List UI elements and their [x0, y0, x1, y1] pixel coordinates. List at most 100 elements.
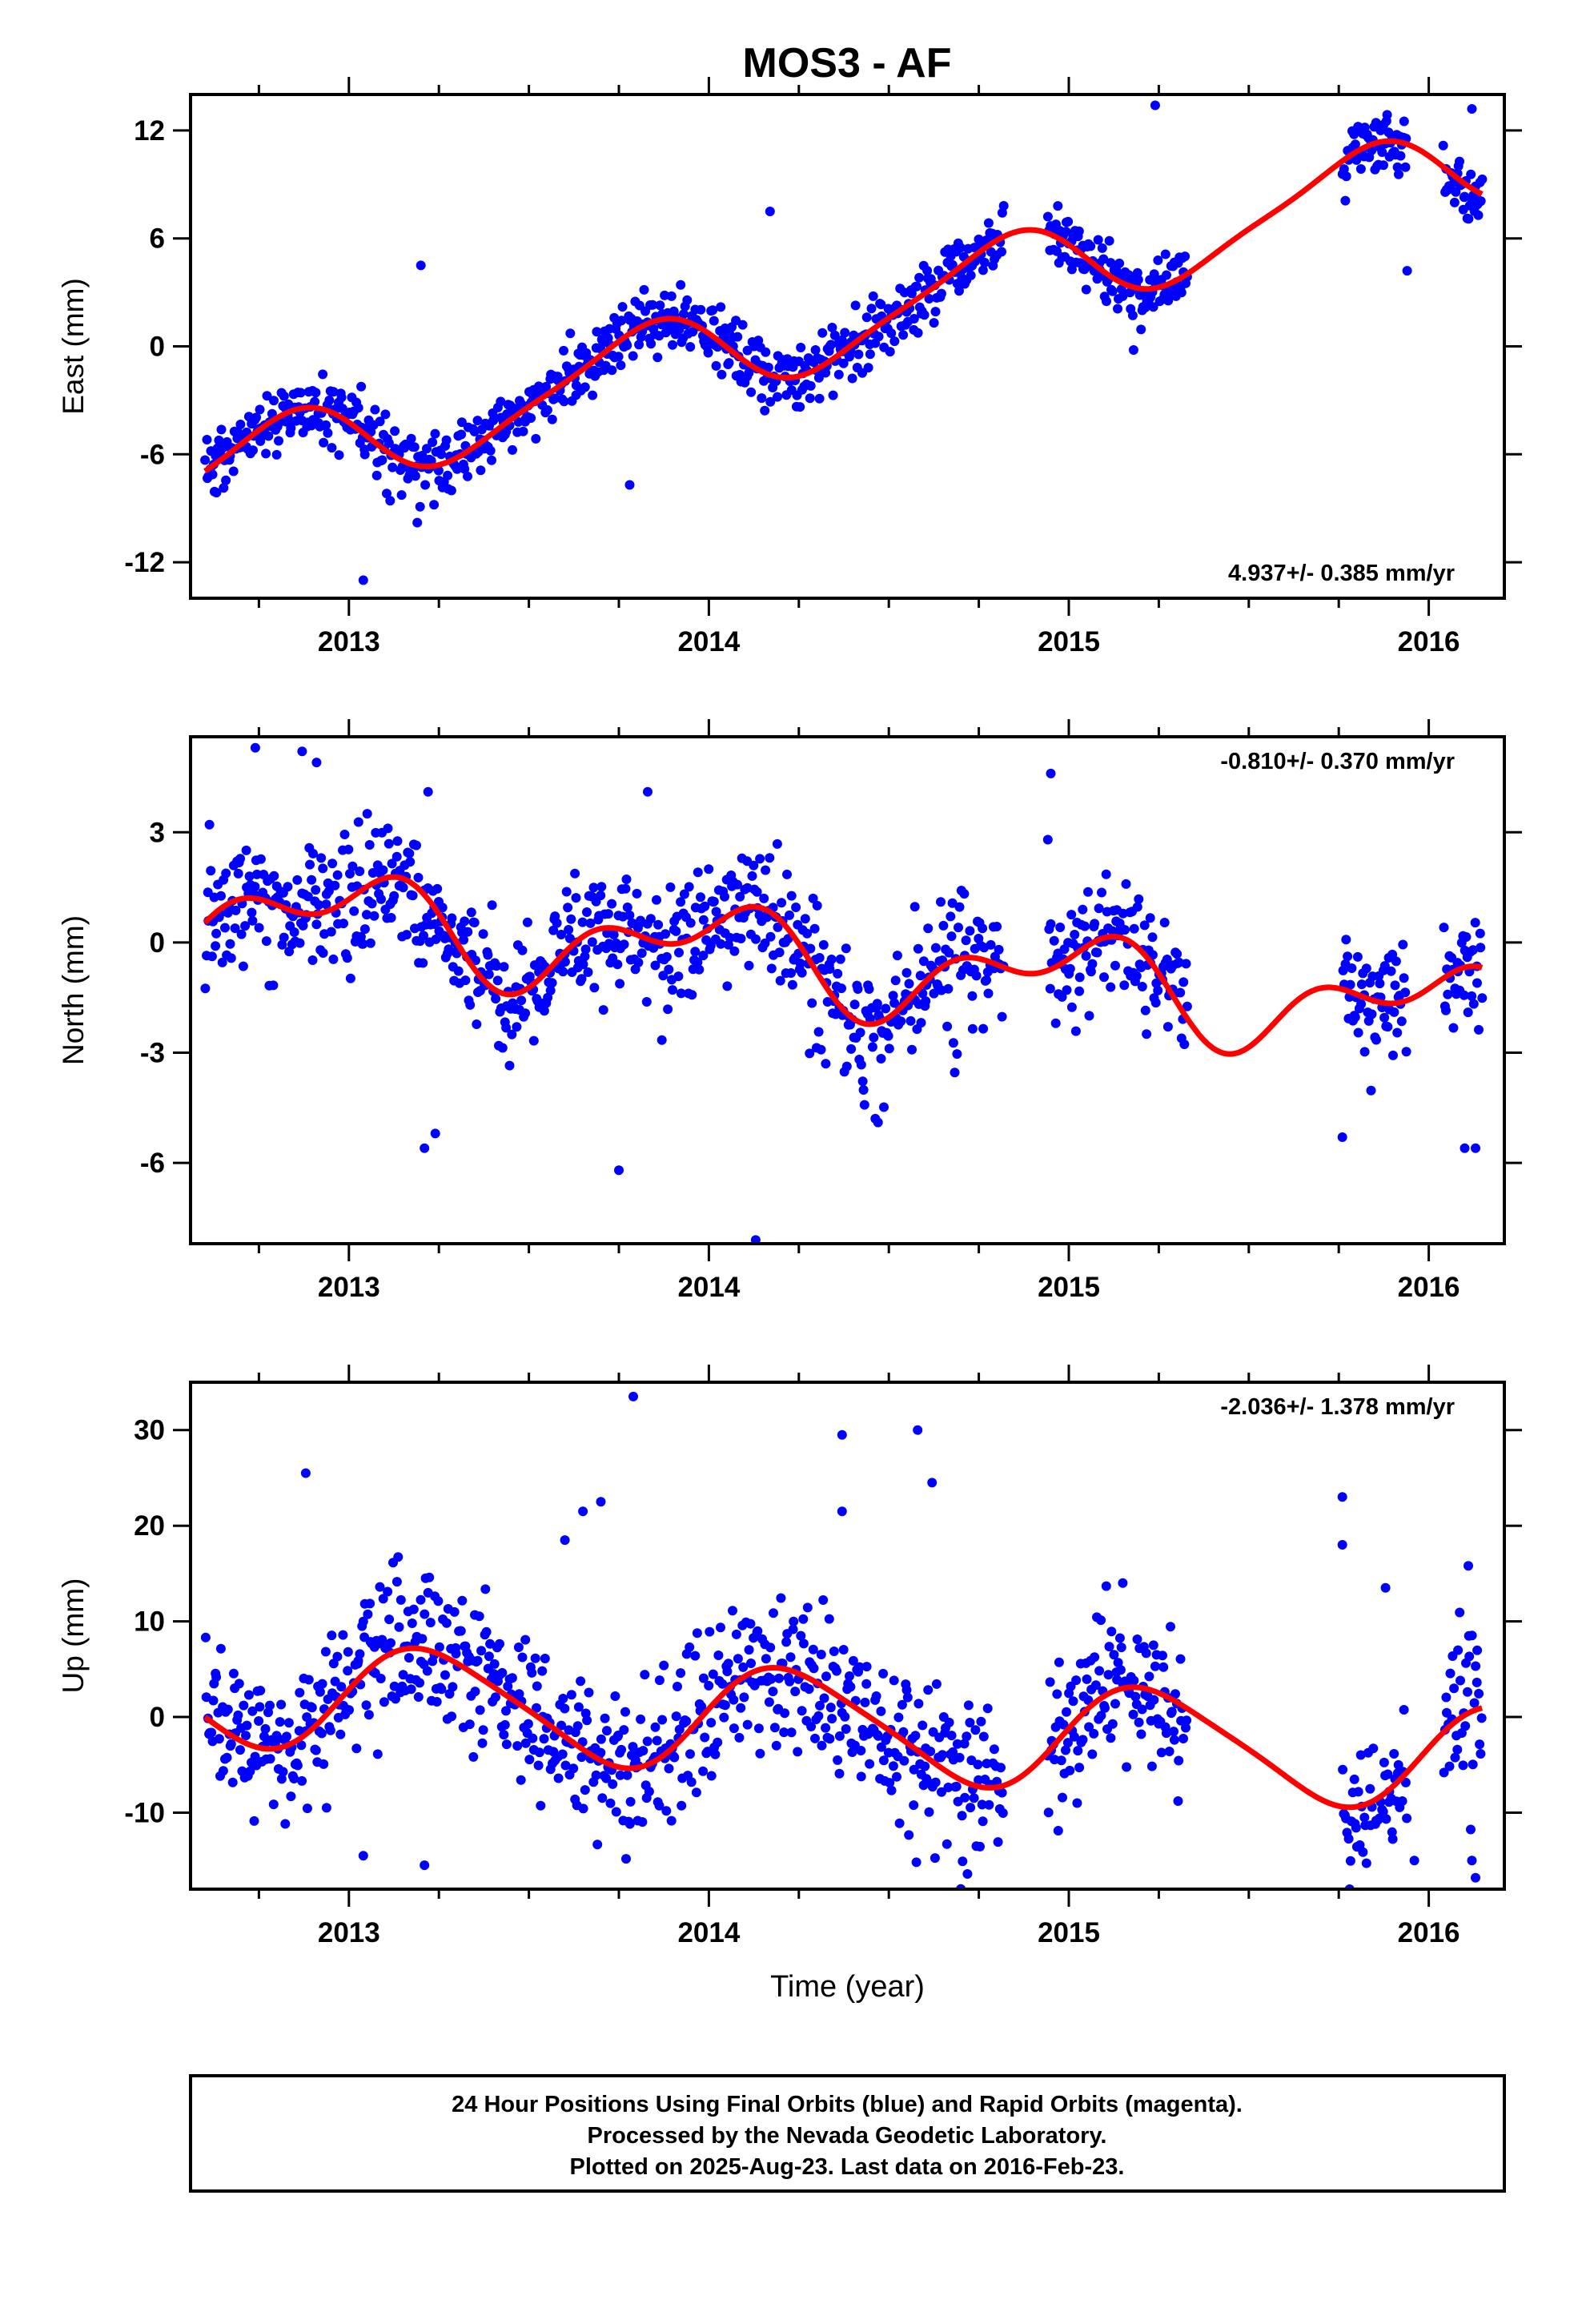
- up-data-point: [1349, 1774, 1359, 1784]
- east-data-point: [639, 284, 649, 295]
- east-data-point: [825, 340, 836, 350]
- east-data-point: [1477, 174, 1488, 184]
- up-data-point: [1158, 1651, 1167, 1661]
- east-data-point: [997, 247, 1006, 257]
- up-data-point: [1387, 1827, 1397, 1837]
- north-data-point: [603, 909, 613, 919]
- north-data-point: [950, 1068, 960, 1078]
- north-data-point: [797, 967, 807, 978]
- east-data-point: [446, 485, 456, 496]
- up-data-point: [481, 1626, 492, 1637]
- north-data-point: [856, 1059, 866, 1070]
- up-data-point: [625, 1796, 636, 1807]
- up-data-point: [447, 1711, 457, 1722]
- east-data-point: [1078, 263, 1088, 274]
- up-data-point: [355, 1649, 365, 1659]
- up-data-point: [798, 1614, 809, 1624]
- up-data-point: [321, 1803, 331, 1813]
- up-data-point: [769, 1723, 780, 1733]
- up-data-point: [280, 1819, 291, 1829]
- east-data-point: [1339, 164, 1349, 175]
- east-data-point: [912, 281, 922, 292]
- east-data-point: [416, 260, 426, 271]
- east-data-point: [914, 272, 925, 283]
- north-data-point: [992, 922, 1002, 931]
- north-data-point: [1471, 1143, 1480, 1153]
- north-data-point: [1389, 1007, 1399, 1017]
- north-data-point: [492, 975, 503, 986]
- up-data-point: [966, 1803, 976, 1813]
- north-data-point: [332, 870, 343, 880]
- up-data-point: [456, 1626, 466, 1636]
- east-data-point: [1066, 264, 1077, 275]
- north-data-point: [690, 947, 701, 957]
- east-data-point: [868, 291, 878, 301]
- north-data-point: [607, 899, 617, 909]
- north-data-point: [1439, 923, 1449, 933]
- up-data-point: [243, 1690, 254, 1700]
- up-data-point: [731, 1629, 741, 1639]
- east-data-point: [531, 433, 541, 444]
- north-data-point: [444, 944, 454, 955]
- north-data-point: [884, 1043, 894, 1054]
- up-data-point: [1109, 1650, 1119, 1660]
- north-data-point: [661, 951, 672, 962]
- east-data-point: [617, 302, 628, 312]
- east-data-point: [279, 391, 289, 401]
- up-data-point: [976, 1716, 986, 1727]
- north-data-point: [632, 888, 642, 899]
- east-data-point: [1464, 214, 1474, 224]
- north-data-point: [775, 975, 785, 986]
- north-data-point: [588, 883, 599, 893]
- north-data-point: [483, 950, 493, 960]
- up-data-point: [793, 1747, 803, 1757]
- east-data-point: [1371, 118, 1381, 128]
- up-data-point: [1128, 1709, 1138, 1719]
- north-rate-label: -0.810+/- 0.370 mm/yr: [1220, 749, 1455, 774]
- east-data-point: [717, 369, 727, 380]
- up-x-tick-label: 2015: [1038, 1917, 1100, 1948]
- north-data-point: [1139, 920, 1150, 931]
- up-data-point: [1373, 1907, 1383, 1916]
- east-data-point: [412, 517, 423, 528]
- up-data-point: [671, 1711, 681, 1722]
- up-data-point: [834, 1731, 845, 1741]
- north-data-point: [766, 963, 777, 974]
- up-data-point: [234, 1679, 244, 1689]
- up-data-point: [464, 1719, 475, 1730]
- north-data-point: [418, 958, 428, 968]
- north-data-point: [376, 894, 386, 904]
- up-data-point: [938, 1750, 948, 1760]
- up-data-point: [1409, 1856, 1419, 1866]
- north-data-point: [355, 931, 366, 942]
- up-data-point: [893, 1712, 904, 1723]
- north-data-point: [571, 893, 581, 903]
- up-data-point: [386, 1638, 396, 1648]
- east-data-point: [1148, 302, 1158, 312]
- up-data-point: [989, 1744, 999, 1755]
- north-data-point: [1361, 963, 1371, 974]
- east-data-point: [219, 483, 229, 493]
- east-data-point: [1106, 258, 1116, 268]
- north-data-point: [1162, 1022, 1173, 1032]
- east-data-point: [998, 201, 1009, 211]
- up-data-point: [513, 1642, 524, 1652]
- up-data-point: [436, 1684, 447, 1695]
- up-data-point: [681, 1716, 692, 1727]
- north-data-point: [362, 910, 371, 920]
- up-data-point: [809, 1663, 819, 1674]
- up-data-point: [998, 1808, 1008, 1818]
- north-data-point: [316, 853, 327, 863]
- up-data-point: [819, 1693, 829, 1703]
- north-data-point: [946, 911, 956, 922]
- north-data-point: [633, 957, 644, 967]
- north-data-point: [679, 889, 689, 899]
- east-data-point: [375, 416, 385, 427]
- north-data-point: [472, 1019, 482, 1029]
- up-data-point: [996, 1763, 1006, 1773]
- east-data-point: [1093, 235, 1103, 245]
- up-data-point: [596, 1497, 606, 1507]
- north-data-point: [269, 870, 279, 881]
- up-data-point: [474, 1611, 484, 1622]
- east-data-point: [221, 475, 231, 485]
